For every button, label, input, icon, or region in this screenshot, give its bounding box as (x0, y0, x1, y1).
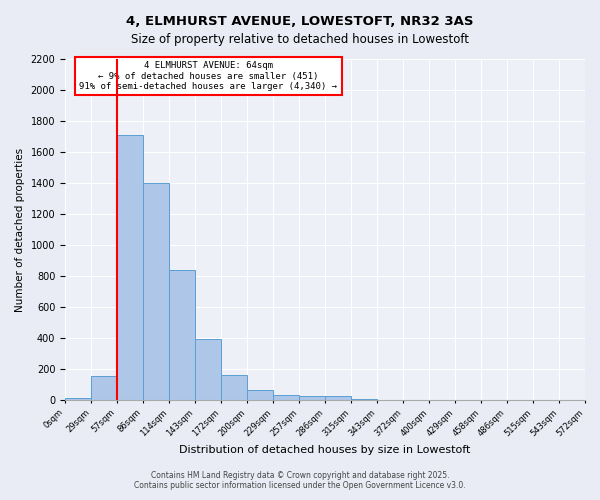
Bar (195, 339, 221, 400)
Text: 4, ELMHURST AVENUE, LOWESTOFT, NR32 3AS: 4, ELMHURST AVENUE, LOWESTOFT, NR32 3AS (126, 15, 474, 28)
Text: Size of property relative to detached houses in Lowestoft: Size of property relative to detached ho… (131, 32, 469, 46)
Bar (169, 270, 195, 400)
Bar (65, 398, 91, 400)
Bar (221, 376, 247, 400)
Bar (143, 183, 169, 400)
Bar (299, 396, 325, 400)
Bar (91, 376, 117, 400)
Y-axis label: Number of detached properties: Number of detached properties (15, 148, 25, 312)
Text: 4 ELMHURST AVENUE: 64sqm
← 9% of detached houses are smaller (451)
91% of semi-d: 4 ELMHURST AVENUE: 64sqm ← 9% of detache… (79, 61, 337, 91)
Bar (247, 390, 273, 400)
Bar (325, 396, 351, 400)
X-axis label: Distribution of detached houses by size in Lowestoft: Distribution of detached houses by size … (179, 445, 471, 455)
Bar (117, 135, 143, 400)
Bar (273, 394, 299, 400)
Text: Contains HM Land Registry data © Crown copyright and database right 2025.
Contai: Contains HM Land Registry data © Crown c… (134, 470, 466, 490)
